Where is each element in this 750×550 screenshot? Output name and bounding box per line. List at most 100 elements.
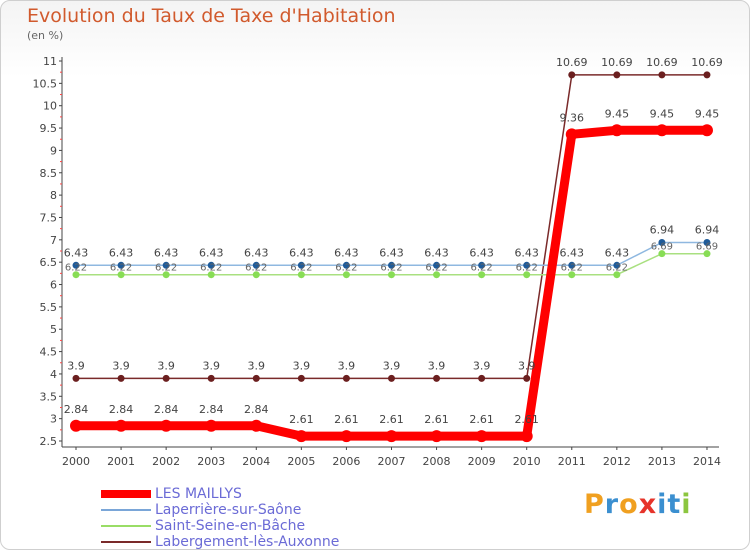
y-tick-label: 7.5 (40, 211, 58, 224)
data-point (342, 261, 350, 269)
data-point (433, 261, 441, 269)
data-label: 2.61 (469, 413, 494, 426)
data-point (520, 430, 533, 443)
data-point (115, 419, 128, 432)
data-point (70, 419, 82, 432)
legend-swatch (101, 509, 151, 511)
data-point (433, 374, 441, 382)
data-point (658, 239, 666, 247)
data-label: 9.45 (605, 107, 630, 120)
data-label: 6.22 (470, 263, 492, 274)
x-tick-label: 2006 (332, 455, 360, 468)
data-point (703, 239, 711, 247)
data-point (387, 271, 395, 279)
data-label: 6.22 (110, 263, 132, 274)
data-point (207, 374, 215, 382)
data-point (297, 261, 305, 269)
data-point (297, 374, 305, 382)
data-point (117, 374, 125, 382)
legend-label: Laperrière-sur-Saône (155, 502, 302, 518)
data-label: 3.9 (157, 359, 175, 372)
data-label: 6.43 (64, 246, 89, 259)
legend-item-laperriere: Laperrière-sur-Saône (101, 502, 401, 518)
data-label: 6.43 (199, 246, 224, 259)
y-tick-label: 8 (50, 189, 57, 202)
data-point (658, 71, 666, 79)
data-point (568, 71, 576, 79)
data-label: 10.69 (601, 56, 633, 69)
legend-label: Labergement-lès-Auxonne (155, 534, 340, 550)
data-point (162, 261, 170, 269)
data-point (72, 271, 80, 279)
logo-letter: r (604, 489, 620, 520)
data-label: 6.43 (469, 246, 494, 259)
legend-swatch (101, 490, 151, 498)
data-point (160, 419, 173, 432)
data-point (655, 124, 668, 137)
x-tick-label: 2002 (152, 455, 180, 468)
data-point (478, 261, 486, 269)
data-point (613, 271, 621, 279)
x-tick-label: 2012 (603, 455, 631, 468)
y-tick-label: 3.5 (40, 390, 58, 403)
data-label: 9.45 (695, 107, 720, 120)
data-label: 6.22 (200, 263, 222, 274)
data-point (252, 261, 260, 269)
data-point (117, 261, 125, 269)
data-point (207, 271, 215, 279)
data-label: 6.94 (695, 224, 720, 237)
logo-letter: i (657, 489, 668, 520)
data-label: 9.45 (650, 107, 675, 120)
data-label: 10.69 (646, 56, 678, 69)
data-label: 2.61 (424, 413, 449, 426)
data-point (205, 419, 218, 432)
data-label: 2.84 (109, 403, 134, 416)
logo-letter: i (681, 489, 692, 520)
data-point (478, 271, 486, 279)
data-label: 6.43 (154, 246, 179, 259)
data-label: 3.9 (338, 359, 356, 372)
data-point (385, 430, 398, 443)
data-label: 6.43 (379, 246, 404, 259)
data-label: 6.69 (696, 242, 718, 253)
y-tick-label: 9 (50, 144, 57, 157)
data-label: 6.22 (606, 263, 628, 274)
proxiti-logo: Proxiti (584, 489, 692, 520)
data-point (613, 71, 621, 79)
data-label: 6.22 (335, 263, 357, 274)
data-label: 2.61 (334, 413, 359, 426)
data-label: 6.22 (516, 263, 538, 274)
data-label: 6.43 (289, 246, 314, 259)
data-point (250, 419, 263, 432)
data-point (252, 374, 260, 382)
x-tick-label: 2003 (197, 455, 225, 468)
line-chart: 2.5 3 3.5 4 4.5 5 5.5 6 6.5 7 7.5 8 8.5 9 9.5 10 10.5 11 2… (33, 55, 723, 468)
data-label: 6.43 (334, 246, 359, 259)
data-label: 6.22 (245, 263, 267, 274)
data-label: 3.9 (428, 359, 446, 372)
y-tick-label: 6 (50, 279, 57, 292)
data-label: 3.9 (293, 359, 311, 372)
y-tick-label: 4 (50, 368, 57, 381)
x-tick-label: 2013 (648, 455, 676, 468)
legend-label: LES MAILLYS (155, 486, 242, 502)
x-tick-label: 2011 (558, 455, 586, 468)
data-label: 6.43 (605, 246, 630, 259)
data-point (342, 271, 350, 279)
data-label: 6.43 (424, 246, 449, 259)
data-point (613, 261, 621, 269)
x-tick-label: 2014 (693, 455, 721, 468)
legend-swatch (101, 541, 151, 543)
data-label: 3.9 (518, 359, 536, 372)
data-point (297, 271, 305, 279)
data-label: 2.84 (199, 403, 224, 416)
data-label: 2.61 (289, 413, 314, 426)
y-tick-label: 11 (43, 55, 57, 68)
data-point (387, 374, 395, 382)
x-tick-label: 2005 (287, 455, 315, 468)
data-label: 2.84 (154, 403, 179, 416)
data-label: 3.9 (383, 359, 401, 372)
y-tick-label: 5.5 (40, 301, 58, 314)
data-label: 2.61 (514, 413, 539, 426)
data-point (117, 271, 125, 279)
